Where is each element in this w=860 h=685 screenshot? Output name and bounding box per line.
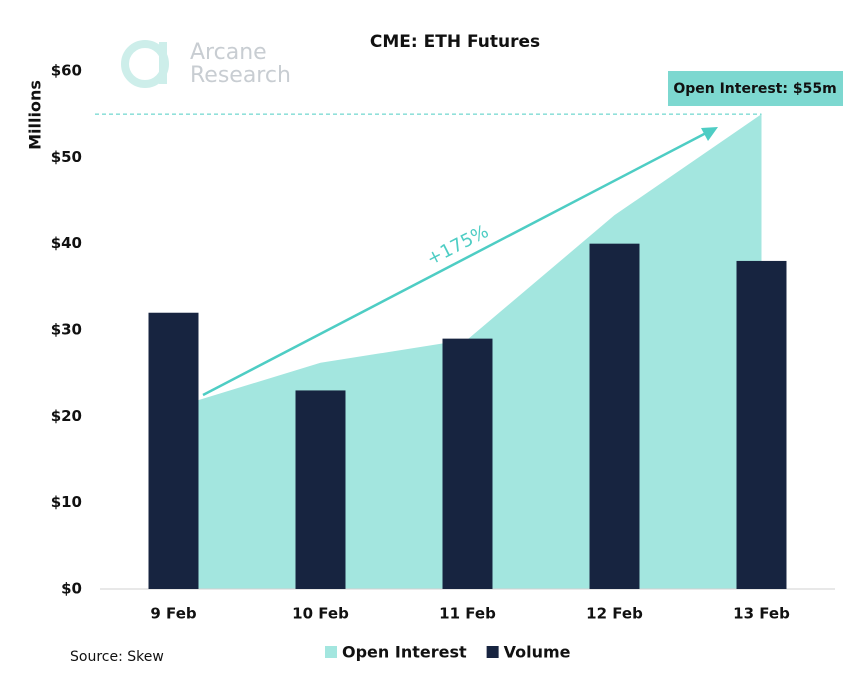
logo-icon-bar xyxy=(159,42,167,84)
y-tick-label: $10 xyxy=(51,493,82,511)
legend-label: Volume xyxy=(504,643,571,662)
callout-box xyxy=(668,71,843,106)
legend-swatch xyxy=(486,646,499,658)
y-tick-label: $30 xyxy=(51,321,82,339)
chart-title: CME: ETH Futures xyxy=(370,32,540,52)
x-tick-label: 10 Feb xyxy=(292,605,349,623)
x-tick-label: 11 Feb xyxy=(439,605,496,623)
y-tick-label: $60 xyxy=(51,62,82,80)
y-axis-label: Millions xyxy=(26,80,45,150)
y-tick-label: $50 xyxy=(51,148,82,166)
logo-text: Arcane xyxy=(190,40,267,65)
bar xyxy=(736,260,787,589)
logo: Arcane Research xyxy=(121,40,291,88)
y-tick-label: $0 xyxy=(61,580,82,598)
y-tick-label: $20 xyxy=(51,407,82,425)
source: Source: Skew xyxy=(70,649,164,665)
arrow xyxy=(202,130,709,397)
bar xyxy=(442,338,493,589)
x-tick-label: 12 Feb xyxy=(586,605,643,623)
y-tick-label: $40 xyxy=(51,234,82,252)
bar xyxy=(148,312,199,589)
legend-label: Open Interest xyxy=(342,643,467,662)
x-tick-label: 13 Feb xyxy=(733,605,790,623)
arrow-head xyxy=(701,127,718,141)
callout: Open Interest: $55m xyxy=(673,81,836,97)
bar xyxy=(295,390,346,589)
x-tick-label: 9 Feb xyxy=(150,605,196,623)
logo-text: Research xyxy=(190,63,291,88)
bar xyxy=(589,243,640,589)
legend-swatch xyxy=(325,646,337,658)
